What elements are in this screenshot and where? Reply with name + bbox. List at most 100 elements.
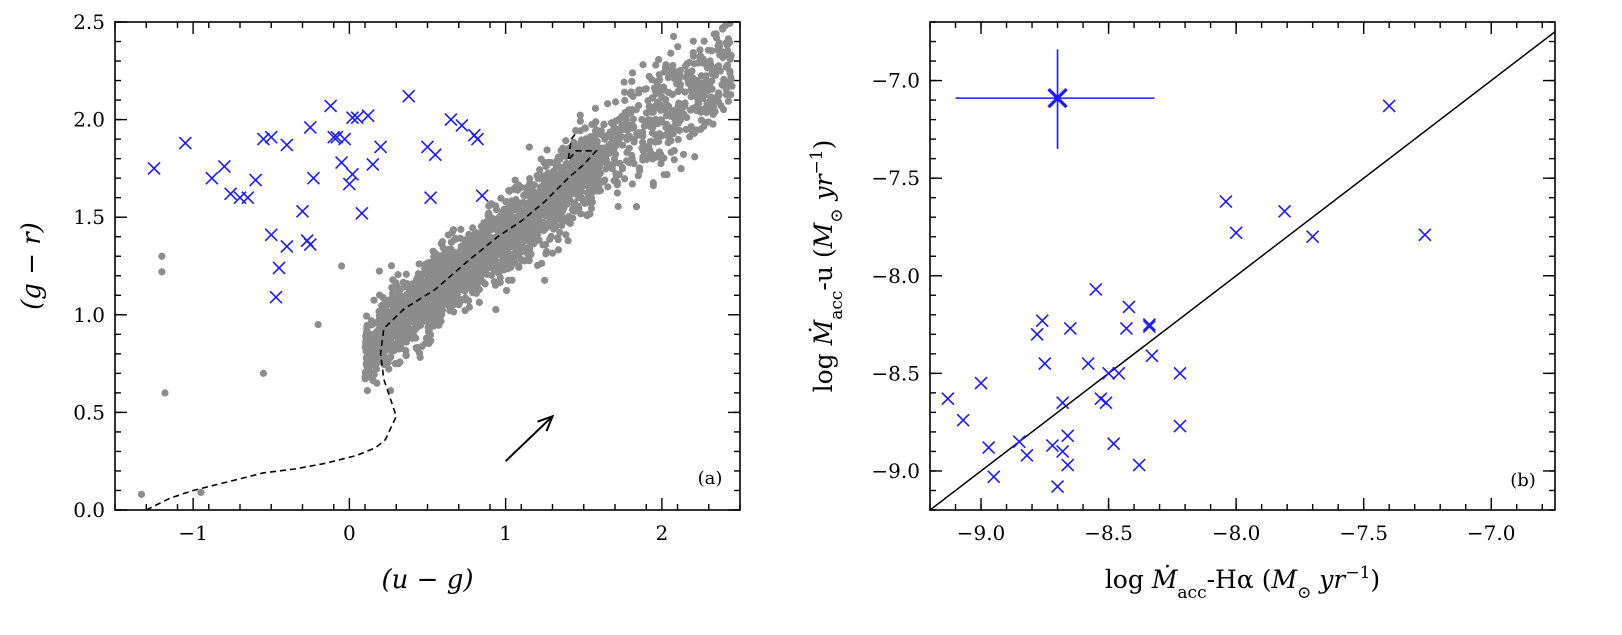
blue-x-marker	[941, 392, 955, 406]
field-star	[475, 298, 483, 306]
field-star	[505, 187, 513, 195]
field-star-outlier	[161, 389, 169, 397]
field-star	[581, 199, 589, 207]
error-bar-center-marker	[1047, 87, 1068, 109]
blue-x-marker	[1107, 437, 1121, 451]
field-star	[518, 256, 526, 264]
blue-x-marker	[1056, 396, 1070, 410]
field-star	[676, 110, 685, 118]
field-star	[696, 92, 704, 100]
field-star	[402, 346, 410, 355]
blue-x-marker	[1418, 228, 1432, 242]
field-star	[362, 312, 371, 320]
field-star	[687, 93, 695, 101]
field-star	[362, 354, 371, 362]
field-star	[697, 116, 706, 124]
field-star	[422, 296, 430, 304]
field-star-outlier	[337, 262, 346, 270]
field-star	[408, 334, 416, 342]
field-star	[500, 207, 508, 215]
arrow-shaft	[504, 415, 554, 462]
field-star	[655, 71, 663, 79]
blue-x-marker	[974, 376, 988, 390]
field-star	[588, 160, 596, 169]
field-star	[438, 310, 446, 318]
field-star	[564, 237, 572, 245]
field-star	[544, 177, 553, 186]
field-star	[667, 148, 675, 156]
field-star	[402, 330, 410, 338]
field-star	[602, 165, 610, 173]
blue-x-marker	[306, 171, 321, 185]
field-star	[600, 121, 608, 129]
field-star	[639, 138, 647, 146]
field-star	[574, 188, 582, 197]
field-star	[700, 37, 708, 45]
field-star	[658, 131, 666, 140]
field-star	[502, 242, 510, 250]
panel-b-tag: (b)	[1510, 470, 1536, 491]
field-star	[646, 146, 654, 154]
field-star	[471, 241, 479, 249]
field-star	[469, 224, 477, 232]
panel-b-ticks	[929, 21, 1555, 511]
field-star	[577, 210, 585, 218]
field-star	[561, 172, 569, 180]
field-star	[549, 167, 557, 176]
field-star	[601, 153, 610, 162]
field-star	[472, 289, 480, 297]
field-star	[614, 136, 623, 144]
field-star	[638, 115, 646, 124]
field-star-cloud	[137, 22, 736, 498]
field-star	[661, 63, 670, 72]
field-star	[508, 261, 516, 269]
field-star	[429, 312, 437, 320]
field-star	[596, 186, 605, 195]
field-star	[628, 77, 636, 85]
x-tick-label: −1	[178, 521, 207, 545]
field-star	[387, 353, 395, 361]
panel-b-frame	[929, 21, 1556, 511]
blue-x-marker	[1099, 396, 1113, 410]
field-star-outlier	[259, 369, 268, 377]
x-label-unit: M	[1270, 565, 1298, 594]
field-star	[402, 270, 410, 278]
field-star	[691, 104, 699, 112]
blue-x-marker	[1142, 319, 1156, 334]
field-star	[621, 175, 629, 183]
field-star	[674, 102, 682, 110]
blue-x-marker	[1050, 480, 1065, 494]
field-star	[422, 334, 431, 342]
field-star	[461, 280, 469, 288]
x-label-unit-sub: ⊙	[1297, 583, 1311, 603]
field-star	[405, 318, 413, 326]
blue-x-marker	[205, 171, 219, 185]
field-star	[398, 298, 406, 306]
blue-x-marker	[1306, 230, 1320, 244]
field-star	[379, 293, 387, 302]
field-star	[665, 102, 673, 110]
field-star	[679, 150, 688, 159]
field-star	[534, 175, 542, 183]
field-star	[432, 277, 441, 285]
blue-x-marker	[982, 440, 996, 455]
blue-x-marker	[1278, 204, 1292, 218]
field-star	[651, 138, 659, 146]
y-tick-label: −7.5	[871, 166, 920, 190]
field-star	[648, 76, 656, 84]
field-star	[512, 244, 521, 252]
field-star	[610, 145, 618, 153]
field-star	[431, 260, 439, 268]
field-star	[553, 157, 561, 165]
field-star	[614, 202, 622, 211]
field-star	[674, 135, 682, 144]
field-star	[536, 166, 544, 174]
field-star	[557, 198, 565, 206]
blue-x-marker	[264, 228, 278, 242]
error-bar	[955, 49, 1155, 149]
field-star	[623, 157, 631, 165]
field-star	[702, 106, 710, 114]
field-star	[384, 335, 392, 343]
field-star	[722, 63, 730, 71]
field-star	[690, 60, 698, 68]
